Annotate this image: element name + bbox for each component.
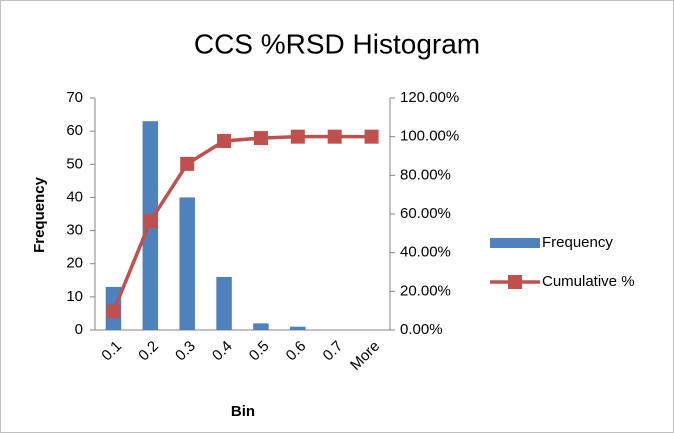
y-axis-label: Frequency	[31, 176, 48, 253]
y2-tick-label: 0.00%	[400, 321, 443, 338]
legend-label: Cumulative %	[542, 273, 635, 290]
y-tick-label: 30	[66, 222, 83, 239]
y-tick-label: 0	[75, 321, 83, 338]
bar	[290, 326, 306, 330]
marker	[106, 304, 121, 319]
y-tick-label: 10	[66, 288, 83, 305]
marker	[290, 129, 305, 144]
y2-tick-label: 60.00%	[400, 205, 451, 222]
y2-tick-label: 120.00%	[400, 89, 459, 106]
bar	[179, 197, 195, 330]
bar	[253, 323, 269, 330]
y-tick-label: 40	[66, 188, 83, 205]
y2-tick-label: 80.00%	[400, 166, 451, 183]
marker	[143, 214, 158, 229]
y-tick-label: 70	[66, 89, 83, 106]
y2-tick-label: 100.00%	[400, 128, 459, 145]
legend-marker	[508, 275, 522, 289]
marker	[217, 133, 232, 148]
legend-swatch	[490, 238, 540, 248]
marker	[253, 131, 268, 146]
y-tick-label: 20	[66, 255, 83, 272]
x-axis-label: Bin	[231, 403, 255, 420]
bar	[216, 276, 232, 330]
y-tick-label: 60	[66, 122, 83, 139]
chart-title: CCS %RSD Histogram	[194, 28, 480, 59]
marker	[364, 129, 379, 144]
y2-tick-label: 40.00%	[400, 244, 451, 261]
marker	[327, 129, 342, 144]
y2-tick-label: 20.00%	[400, 282, 451, 299]
legend-label: Frequency	[542, 234, 613, 251]
marker	[180, 156, 195, 171]
y-tick-label: 50	[66, 155, 83, 172]
